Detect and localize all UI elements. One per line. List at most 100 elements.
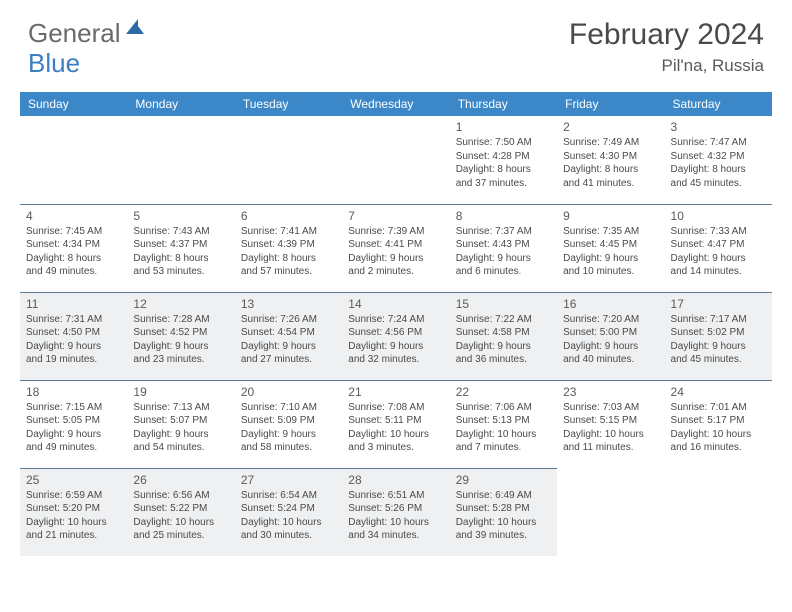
daylight-text: and 49 minutes. — [26, 265, 121, 279]
calendar-day-cell: 20Sunrise: 7:10 AMSunset: 5:09 PMDayligh… — [235, 380, 342, 468]
day-number: 26 — [133, 472, 228, 488]
header: General February 2024 Pil'na, Russia — [0, 0, 792, 82]
day-number: 11 — [26, 296, 121, 312]
daylight-text: Daylight: 9 hours — [456, 252, 551, 266]
calendar-week-row: 25Sunrise: 6:59 AMSunset: 5:20 PMDayligh… — [20, 468, 772, 556]
day-number: 25 — [26, 472, 121, 488]
weekday-header: Thursday — [450, 92, 557, 116]
sunset-text: Sunset: 4:30 PM — [563, 150, 658, 164]
sunrise-text: Sunrise: 7:35 AM — [563, 225, 658, 239]
daylight-text: Daylight: 8 hours — [563, 163, 658, 177]
daylight-text: and 57 minutes. — [241, 265, 336, 279]
sunrise-text: Sunrise: 7:24 AM — [348, 313, 443, 327]
sunrise-text: Sunrise: 7:01 AM — [671, 401, 766, 415]
calendar-day-cell: 29Sunrise: 6:49 AMSunset: 5:28 PMDayligh… — [450, 468, 557, 556]
daylight-text: Daylight: 9 hours — [348, 252, 443, 266]
calendar-day-cell: 8Sunrise: 7:37 AMSunset: 4:43 PMDaylight… — [450, 204, 557, 292]
calendar-day-cell: 7Sunrise: 7:39 AMSunset: 4:41 PMDaylight… — [342, 204, 449, 292]
day-number: 8 — [456, 208, 551, 224]
day-number: 23 — [563, 384, 658, 400]
calendar-week-row: 18Sunrise: 7:15 AMSunset: 5:05 PMDayligh… — [20, 380, 772, 468]
sunrise-text: Sunrise: 7:10 AM — [241, 401, 336, 415]
sunset-text: Sunset: 5:15 PM — [563, 414, 658, 428]
daylight-text: Daylight: 9 hours — [241, 428, 336, 442]
sunrise-text: Sunrise: 7:17 AM — [671, 313, 766, 327]
daylight-text: and 53 minutes. — [133, 265, 228, 279]
sunset-text: Sunset: 5:00 PM — [563, 326, 658, 340]
daylight-text: Daylight: 10 hours — [348, 516, 443, 530]
daylight-text: and 11 minutes. — [563, 441, 658, 455]
daylight-text: Daylight: 10 hours — [348, 428, 443, 442]
sunset-text: Sunset: 5:28 PM — [456, 502, 551, 516]
calendar-day-cell: 14Sunrise: 7:24 AMSunset: 4:56 PMDayligh… — [342, 292, 449, 380]
calendar-day-cell: 1Sunrise: 7:50 AMSunset: 4:28 PMDaylight… — [450, 116, 557, 204]
calendar-day-cell: 3Sunrise: 7:47 AMSunset: 4:32 PMDaylight… — [665, 116, 772, 204]
sunrise-text: Sunrise: 7:28 AM — [133, 313, 228, 327]
daylight-text: Daylight: 9 hours — [133, 340, 228, 354]
sunrise-text: Sunrise: 6:51 AM — [348, 489, 443, 503]
sunset-text: Sunset: 4:28 PM — [456, 150, 551, 164]
daylight-text: Daylight: 9 hours — [241, 340, 336, 354]
calendar-day-cell: 15Sunrise: 7:22 AMSunset: 4:58 PMDayligh… — [450, 292, 557, 380]
logo: General — [28, 18, 148, 49]
daylight-text: Daylight: 10 hours — [26, 516, 121, 530]
calendar-day-cell: 9Sunrise: 7:35 AMSunset: 4:45 PMDaylight… — [557, 204, 664, 292]
calendar-day-cell: 5Sunrise: 7:43 AMSunset: 4:37 PMDaylight… — [127, 204, 234, 292]
daylight-text: and 14 minutes. — [671, 265, 766, 279]
sunset-text: Sunset: 4:41 PM — [348, 238, 443, 252]
daylight-text: and 58 minutes. — [241, 441, 336, 455]
sunset-text: Sunset: 4:43 PM — [456, 238, 551, 252]
day-number: 17 — [671, 296, 766, 312]
sunrise-text: Sunrise: 6:59 AM — [26, 489, 121, 503]
daylight-text: and 45 minutes. — [671, 353, 766, 367]
sunrise-text: Sunrise: 7:15 AM — [26, 401, 121, 415]
daylight-text: and 3 minutes. — [348, 441, 443, 455]
sunset-text: Sunset: 5:07 PM — [133, 414, 228, 428]
daylight-text: Daylight: 9 hours — [133, 428, 228, 442]
daylight-text: and 16 minutes. — [671, 441, 766, 455]
sunrise-text: Sunrise: 7:22 AM — [456, 313, 551, 327]
calendar-day-cell: 6Sunrise: 7:41 AMSunset: 4:39 PMDaylight… — [235, 204, 342, 292]
day-number: 29 — [456, 472, 551, 488]
daylight-text: and 41 minutes. — [563, 177, 658, 191]
day-number: 2 — [563, 119, 658, 135]
daylight-text: and 2 minutes. — [348, 265, 443, 279]
sunrise-text: Sunrise: 7:13 AM — [133, 401, 228, 415]
sunset-text: Sunset: 5:02 PM — [671, 326, 766, 340]
weekday-header: Tuesday — [235, 92, 342, 116]
daylight-text: Daylight: 10 hours — [456, 516, 551, 530]
day-number: 6 — [241, 208, 336, 224]
sunset-text: Sunset: 5:22 PM — [133, 502, 228, 516]
weekday-header: Friday — [557, 92, 664, 116]
weekday-header: Monday — [127, 92, 234, 116]
day-number: 22 — [456, 384, 551, 400]
daylight-text: Daylight: 9 hours — [563, 252, 658, 266]
calendar-day-cell: 10Sunrise: 7:33 AMSunset: 4:47 PMDayligh… — [665, 204, 772, 292]
sunset-text: Sunset: 4:58 PM — [456, 326, 551, 340]
calendar-day-cell: 12Sunrise: 7:28 AMSunset: 4:52 PMDayligh… — [127, 292, 234, 380]
day-number: 5 — [133, 208, 228, 224]
day-number: 9 — [563, 208, 658, 224]
calendar-day-cell: 28Sunrise: 6:51 AMSunset: 5:26 PMDayligh… — [342, 468, 449, 556]
day-number: 18 — [26, 384, 121, 400]
day-number: 1 — [456, 119, 551, 135]
daylight-text: Daylight: 10 hours — [133, 516, 228, 530]
daylight-text: Daylight: 8 hours — [241, 252, 336, 266]
sunset-text: Sunset: 4:39 PM — [241, 238, 336, 252]
sunset-text: Sunset: 4:47 PM — [671, 238, 766, 252]
day-number: 24 — [671, 384, 766, 400]
day-number: 13 — [241, 296, 336, 312]
day-number: 7 — [348, 208, 443, 224]
calendar-week-row: 4Sunrise: 7:45 AMSunset: 4:34 PMDaylight… — [20, 204, 772, 292]
sunset-text: Sunset: 5:17 PM — [671, 414, 766, 428]
daylight-text: and 10 minutes. — [563, 265, 658, 279]
sunrise-text: Sunrise: 6:54 AM — [241, 489, 336, 503]
sunrise-text: Sunrise: 7:08 AM — [348, 401, 443, 415]
calendar-day-cell: 25Sunrise: 6:59 AMSunset: 5:20 PMDayligh… — [20, 468, 127, 556]
calendar-day-cell: 21Sunrise: 7:08 AMSunset: 5:11 PMDayligh… — [342, 380, 449, 468]
calendar-day-cell: 27Sunrise: 6:54 AMSunset: 5:24 PMDayligh… — [235, 468, 342, 556]
calendar-day-cell: 22Sunrise: 7:06 AMSunset: 5:13 PMDayligh… — [450, 380, 557, 468]
sunrise-text: Sunrise: 7:26 AM — [241, 313, 336, 327]
day-number: 16 — [563, 296, 658, 312]
sunrise-text: Sunrise: 7:47 AM — [671, 136, 766, 150]
